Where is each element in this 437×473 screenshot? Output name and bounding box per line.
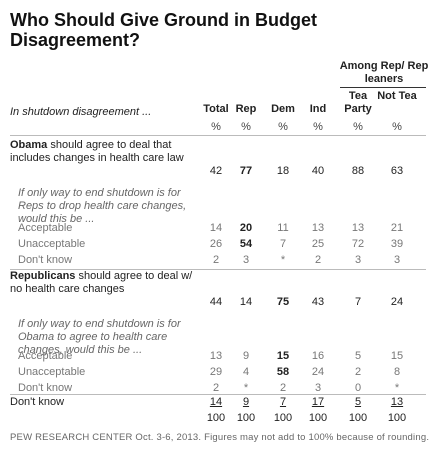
- cell-total: 14: [209, 396, 223, 408]
- cell-ind: 3: [314, 382, 322, 394]
- cell-rep: 3: [242, 254, 250, 266]
- unit-label-nottea: %: [392, 121, 402, 133]
- cell-ind: 13: [311, 222, 325, 234]
- cell-rep: 9: [242, 350, 250, 362]
- cell-rep: 4: [242, 366, 250, 378]
- cell-total: 44: [209, 296, 223, 308]
- column-header-nottea: Not Tea: [377, 90, 417, 102]
- cell-nottea: 3: [393, 254, 401, 266]
- cell-rep: *: [243, 382, 249, 394]
- cell-ind: 40: [311, 165, 325, 177]
- row-label-lead: Obama: [10, 139, 48, 151]
- row-label: Don't know: [18, 254, 73, 266]
- cell-nottea: 39: [390, 238, 404, 250]
- group-header-rule: [340, 87, 426, 88]
- cell-nottea: 21: [390, 222, 404, 234]
- cell-ind: 17: [311, 396, 325, 408]
- cell-nottea: 24: [390, 296, 404, 308]
- cell-nottea: 13: [390, 396, 404, 408]
- unit-label-dem: %: [278, 121, 288, 133]
- cell-rep: 54: [239, 238, 253, 250]
- row-label: Unacceptable: [18, 366, 86, 378]
- cell-tea: 88: [351, 165, 365, 177]
- cell-total: 100: [206, 412, 226, 424]
- question-label: In shutdown disagreement ...: [10, 106, 152, 118]
- cell-rep: 9: [242, 396, 250, 408]
- cell-ind: 24: [311, 366, 325, 378]
- column-header-ind: Ind: [309, 103, 327, 115]
- cell-nottea: 63: [390, 165, 404, 177]
- cell-ind: 2: [314, 254, 322, 266]
- cell-tea: 0: [354, 382, 362, 394]
- cell-dem: 58: [276, 366, 290, 378]
- cell-total: 26: [209, 238, 223, 250]
- cell-total: 2: [212, 382, 220, 394]
- cell-tea: 72: [351, 238, 365, 250]
- cell-tea: 5: [354, 350, 362, 362]
- unit-label-total: %: [211, 121, 221, 133]
- cell-dem: 100: [273, 412, 293, 424]
- cell-nottea: 8: [393, 366, 401, 378]
- cell-rep: 20: [239, 222, 253, 234]
- cell-dem: 15: [276, 350, 290, 362]
- row-note: If only way to end shutdown is for Reps …: [18, 187, 187, 225]
- cell-nottea: 100: [387, 412, 407, 424]
- column-header-tea: Tea Party: [344, 90, 372, 115]
- cell-tea: 2: [354, 366, 362, 378]
- cell-total: 42: [209, 165, 223, 177]
- cell-rep: 100: [236, 412, 256, 424]
- row-label-lead: Republicans: [10, 270, 76, 282]
- row-label: Republicans should agree to deal w/ no h…: [10, 270, 193, 295]
- cell-total: 29: [209, 366, 223, 378]
- column-header-total: Total: [203, 103, 229, 115]
- cell-ind: 43: [311, 296, 325, 308]
- row-label: Unacceptable: [18, 238, 86, 250]
- cell-dem: 2: [279, 382, 287, 394]
- row-label: Don't know: [10, 396, 65, 408]
- cell-ind: 16: [311, 350, 325, 362]
- row-label: Don't know: [18, 382, 73, 394]
- cell-nottea: *: [394, 382, 400, 394]
- cell-rep: 77: [239, 165, 253, 177]
- row-divider: [10, 135, 426, 136]
- cell-ind: 25: [311, 238, 325, 250]
- column-header-dem: Dem: [271, 103, 295, 115]
- cell-dem: 11: [277, 222, 289, 234]
- column-header-rep: Rep: [235, 103, 257, 115]
- cell-tea: 13: [351, 222, 365, 234]
- row-label: Obama should agree to deal that includes…: [10, 139, 184, 164]
- cell-nottea: 15: [390, 350, 404, 362]
- cell-dem: 75: [276, 296, 290, 308]
- cell-dem: 7: [279, 396, 287, 408]
- cell-rep: 14: [239, 296, 253, 308]
- unit-label-tea: %: [353, 121, 363, 133]
- cell-tea: 3: [354, 254, 362, 266]
- cell-total: 14: [209, 222, 223, 234]
- cell-dem: 7: [279, 238, 287, 250]
- row-divider: [10, 269, 426, 270]
- cell-tea: 7: [354, 296, 362, 308]
- cell-total: 2: [212, 254, 220, 266]
- unit-label-ind: %: [313, 121, 323, 133]
- cell-tea: 5: [354, 396, 362, 408]
- row-label: Acceptable: [18, 222, 73, 234]
- chart-title: Who Should Give Ground in Budget Disagre…: [10, 10, 317, 50]
- unit-label-rep: %: [241, 121, 251, 133]
- cell-ind: 100: [308, 412, 328, 424]
- row-note: If only way to end shutdown is for Obama…: [18, 318, 181, 356]
- cell-tea: 100: [348, 412, 368, 424]
- row-divider: [10, 394, 426, 395]
- cell-total: 13: [209, 350, 223, 362]
- footnote: PEW RESEARCH CENTER Oct. 3-6, 2013. Figu…: [10, 432, 430, 443]
- cell-dem: 18: [276, 165, 290, 177]
- row-label: Acceptable: [18, 350, 73, 362]
- cell-dem: *: [280, 254, 286, 266]
- group-header: Among Rep/ Rep leaners: [339, 60, 429, 85]
